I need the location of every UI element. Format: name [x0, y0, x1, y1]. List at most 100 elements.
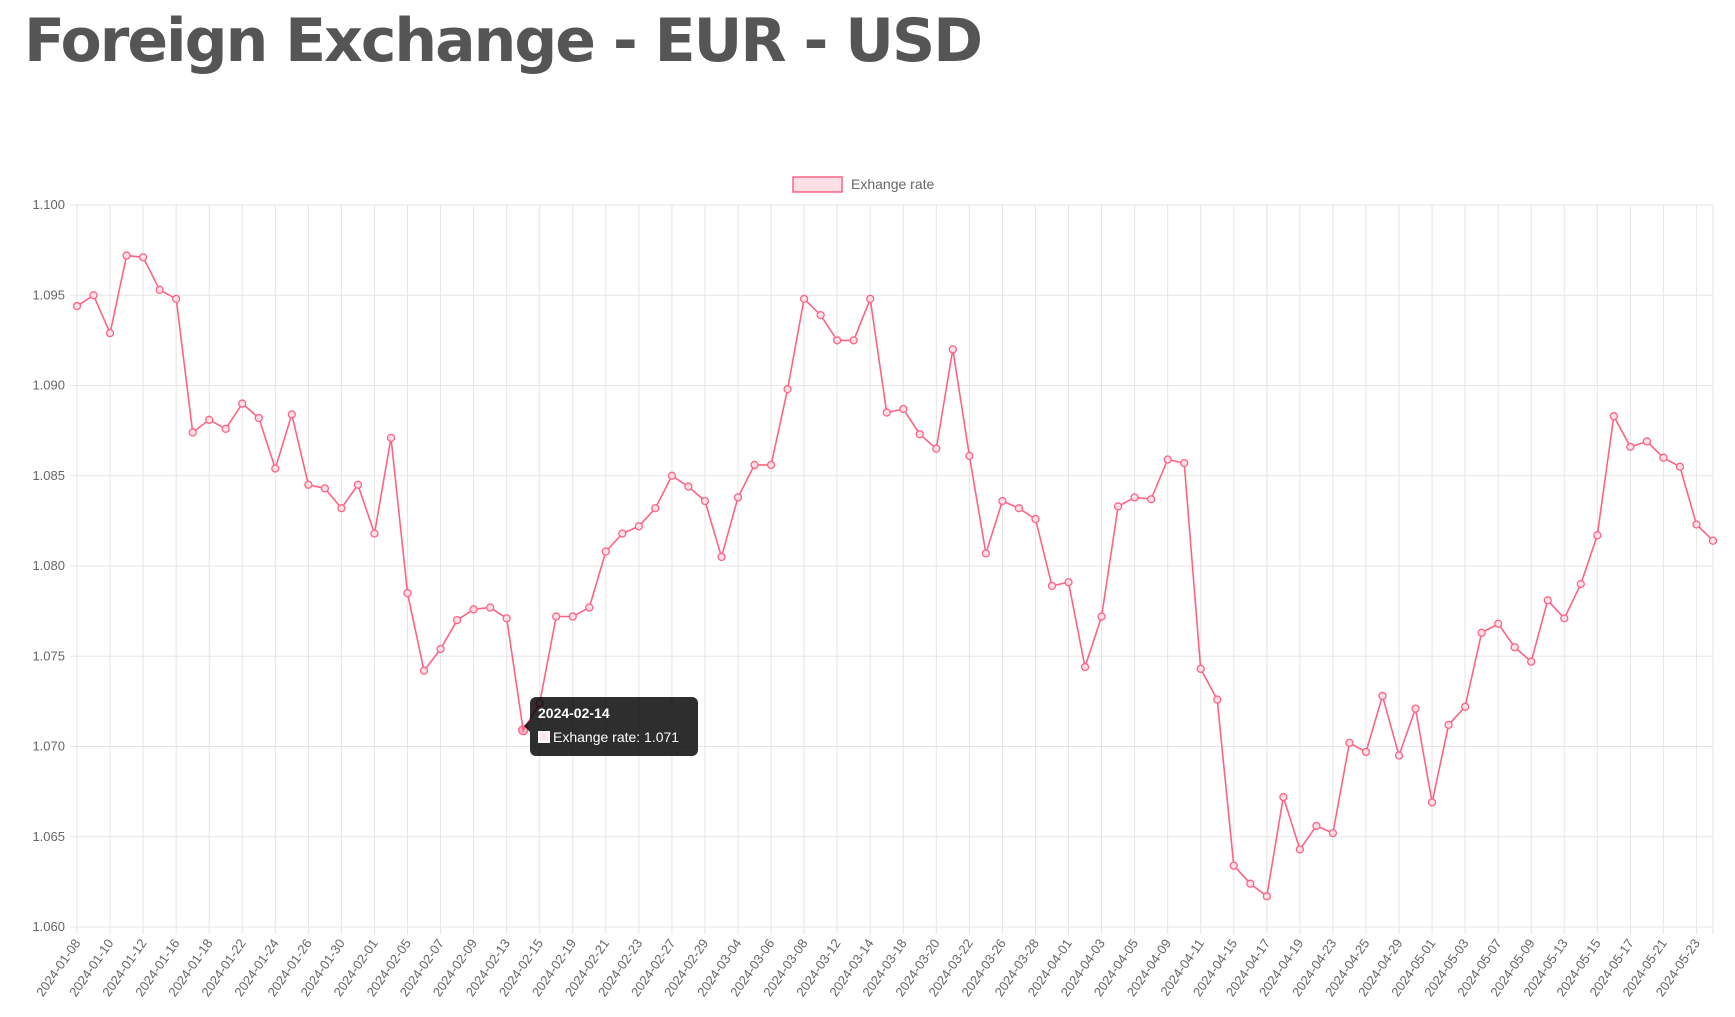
data-point[interactable] [172, 294, 181, 304]
data-point[interactable] [1659, 453, 1668, 462]
data-point[interactable] [337, 504, 346, 513]
data-point[interactable] [287, 410, 296, 419]
data-point[interactable] [766, 460, 776, 470]
data-point[interactable] [320, 484, 330, 493]
data-point[interactable] [1130, 493, 1139, 502]
data-point[interactable] [72, 301, 82, 311]
data-point[interactable] [932, 444, 941, 453]
data-point[interactable] [1097, 612, 1106, 621]
data-point[interactable] [386, 433, 396, 442]
data-point[interactable] [965, 451, 974, 461]
data-point[interactable] [1394, 751, 1404, 760]
data-point[interactable] [799, 294, 809, 304]
data-point[interactable] [1196, 664, 1205, 674]
data-point[interactable] [1262, 892, 1271, 901]
data-point[interactable] [948, 345, 957, 354]
data-point[interactable] [1510, 643, 1519, 652]
data-point[interactable] [849, 336, 858, 345]
data-point[interactable] [1494, 619, 1503, 628]
data-point[interactable] [1180, 458, 1189, 468]
data-point[interactable] [700, 496, 710, 506]
data-point[interactable] [105, 329, 115, 338]
data-point[interactable] [485, 603, 495, 612]
data-point[interactable] [1593, 531, 1602, 540]
data-point[interactable] [915, 430, 924, 439]
data-point[interactable] [717, 552, 726, 562]
data-point[interactable] [1560, 614, 1569, 623]
data-point[interactable] [155, 285, 164, 294]
data-point[interactable] [89, 291, 98, 300]
data-point[interactable] [188, 428, 197, 437]
data-point[interactable] [1014, 504, 1024, 513]
data-point[interactable] [1692, 520, 1701, 529]
data-point[interactable] [585, 603, 594, 612]
tooltip-label: Exhange rate: 1.071 [553, 729, 680, 745]
data-point[interactable] [353, 480, 363, 489]
data-point[interactable] [552, 612, 561, 621]
data-point[interactable] [238, 399, 247, 408]
data-point[interactable] [618, 529, 627, 538]
data-point[interactable] [254, 413, 263, 423]
data-point[interactable] [1279, 792, 1288, 802]
data-point[interactable] [634, 522, 644, 531]
data-point[interactable] [1427, 798, 1437, 807]
data-point[interactable] [1047, 581, 1057, 591]
data-point[interactable] [816, 310, 825, 320]
data-point[interactable] [205, 415, 214, 424]
data-point[interactable] [981, 549, 991, 558]
data-point[interactable] [1031, 514, 1040, 524]
data-point[interactable] [1328, 828, 1338, 838]
data-point[interactable] [1213, 695, 1222, 704]
data-point[interactable] [998, 496, 1007, 506]
data-point[interactable] [1460, 702, 1470, 711]
data-point[interactable] [1642, 437, 1652, 446]
data-point[interactable] [1080, 662, 1090, 672]
data-point[interactable] [1064, 578, 1073, 587]
data-point[interactable] [667, 471, 677, 480]
data-point[interactable] [419, 666, 429, 675]
data-point[interactable] [1411, 704, 1420, 713]
data-point[interactable] [1163, 455, 1172, 464]
data-point[interactable] [1246, 879, 1255, 888]
data-point[interactable] [1609, 412, 1618, 421]
data-point[interactable] [1543, 596, 1552, 605]
data-point[interactable] [271, 464, 280, 473]
data-point[interactable] [1295, 845, 1305, 854]
data-point[interactable] [899, 404, 908, 414]
data-point[interactable] [1675, 462, 1685, 471]
data-point[interactable] [601, 547, 610, 556]
data-point[interactable] [452, 616, 462, 625]
data-point[interactable] [750, 460, 759, 470]
data-point[interactable] [1229, 861, 1238, 870]
data-point[interactable] [221, 424, 230, 433]
chart-legend[interactable]: Exhange rate [792, 176, 934, 193]
data-point[interactable] [502, 614, 511, 623]
data-point[interactable] [1576, 579, 1585, 589]
data-point[interactable] [403, 588, 412, 598]
data-point[interactable] [1361, 747, 1371, 757]
data-point[interactable] [684, 482, 693, 491]
data-point[interactable] [833, 336, 842, 345]
data-point[interactable] [783, 384, 792, 394]
data-point[interactable] [1527, 657, 1536, 666]
data-point[interactable] [733, 493, 743, 502]
data-point[interactable] [1345, 738, 1354, 748]
data-point[interactable] [122, 251, 131, 260]
data-point[interactable] [469, 605, 478, 614]
data-point[interactable] [1113, 502, 1123, 511]
data-point[interactable] [651, 504, 660, 513]
data-point[interactable] [1477, 628, 1486, 637]
data-point[interactable] [1444, 720, 1453, 729]
data-point[interactable] [370, 529, 379, 538]
data-point[interactable] [1378, 691, 1387, 701]
data-point[interactable] [1626, 442, 1635, 452]
data-point[interactable] [1312, 821, 1321, 831]
data-point[interactable] [304, 480, 313, 489]
data-point[interactable] [866, 294, 875, 304]
data-point[interactable] [1146, 495, 1156, 504]
data-point[interactable] [436, 644, 445, 654]
data-point[interactable] [568, 612, 577, 621]
data-point[interactable] [882, 408, 891, 417]
data-point[interactable] [138, 253, 148, 262]
data-point[interactable] [1708, 536, 1718, 545]
